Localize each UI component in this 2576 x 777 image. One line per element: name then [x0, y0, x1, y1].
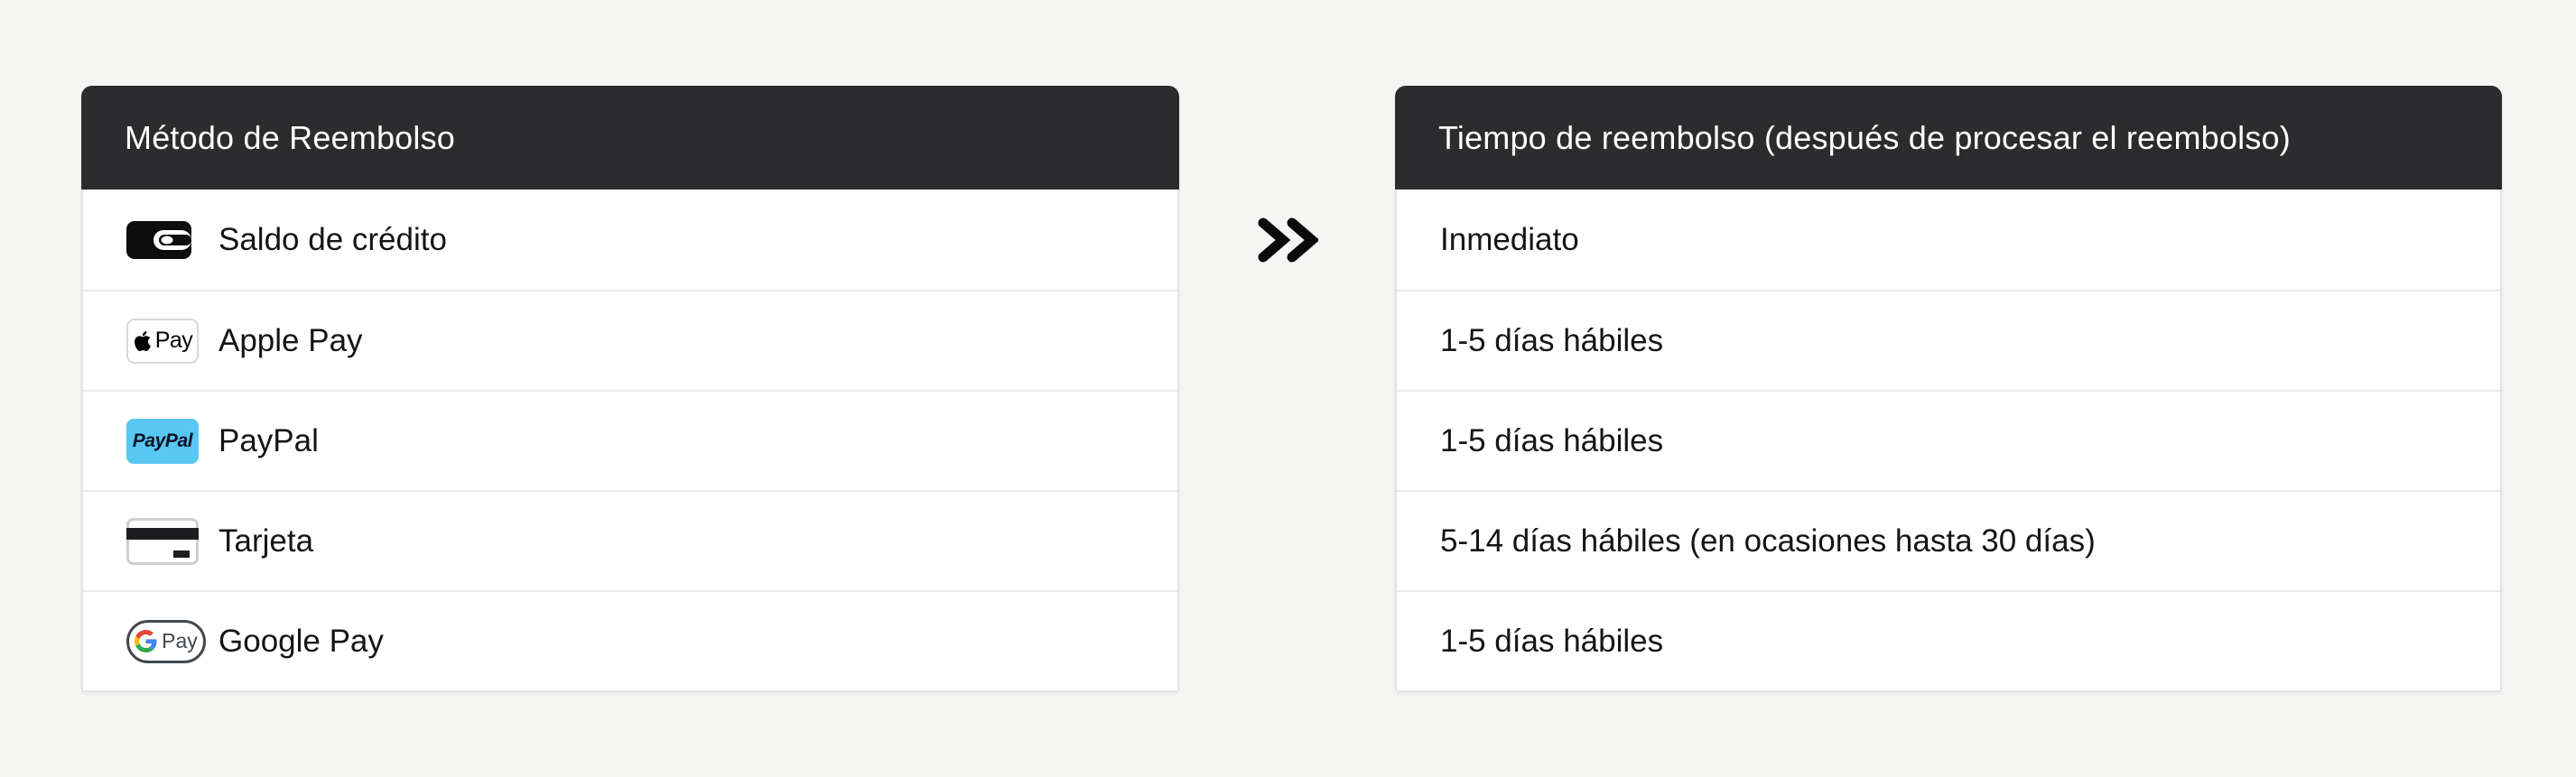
table-row-time-paypal: 1-5 días hábiles — [1397, 390, 2500, 490]
table-row-card: Tarjeta — [83, 490, 1177, 590]
row-label-card: Tarjeta — [219, 523, 314, 559]
paypal-badge: PayPal — [126, 418, 206, 464]
row-label-credit-balance: Saldo de crédito — [219, 221, 447, 257]
table-row-time-apple-pay: 1-5 días hábiles — [1397, 290, 2500, 390]
refund-time-table-body: Inmediato 1-5 días hábiles 1-5 días hábi… — [1395, 190, 2502, 692]
apple-logo-icon — [134, 330, 151, 351]
apple-pay-badge-text: Pay — [154, 328, 193, 353]
credit-card-icon — [126, 517, 206, 565]
wallet-icon — [126, 220, 206, 259]
refund-method-table: Método de Reembolso Saldo de crédito — [81, 86, 1179, 692]
google-pay-badge-frame: Pay — [126, 619, 206, 663]
row-label-time-apple-pay: 1-5 días hábiles — [1440, 322, 1664, 358]
refund-time-table: Tiempo de reembolso (después de procesar… — [1395, 86, 2502, 692]
row-label-time-google-pay: 1-5 días hábiles — [1440, 623, 1664, 659]
paypal-badge-frame: PayPal — [126, 418, 199, 464]
refund-time-table-header: Tiempo de reembolso (después de procesar… — [1395, 86, 2502, 190]
apple-pay-badge-frame: Pay — [126, 318, 199, 364]
google-pay-badge: Pay — [126, 619, 206, 663]
refund-method-table-header: Método de Reembolso — [81, 86, 1179, 190]
row-label-paypal: PayPal — [219, 422, 319, 458]
row-label-time-immediate: Inmediato — [1440, 221, 1579, 257]
paypal-badge-text: PayPal — [132, 430, 193, 451]
google-pay-badge-text: Pay — [162, 629, 198, 652]
apple-pay-badge: Pay — [126, 318, 206, 364]
table-row-credit-balance: Saldo de crédito — [83, 190, 1177, 290]
table-row-apple-pay: Pay Apple Pay — [83, 290, 1177, 390]
row-label-apple-pay: Apple Pay — [219, 322, 363, 358]
row-label-time-paypal: 1-5 días hábiles — [1440, 422, 1664, 458]
row-label-time-card: 5-14 días hábiles (en ocasiones hasta 30… — [1440, 523, 2096, 559]
row-label-google-pay: Google Pay — [219, 623, 384, 659]
table-row-time-google-pay: 1-5 días hábiles — [1397, 590, 2500, 690]
double-chevron-right-icon — [1257, 217, 1320, 264]
table-row-paypal: PayPal PayPal — [83, 390, 1177, 490]
google-g-logo — [135, 630, 157, 652]
table-row-time-immediate: Inmediato — [1397, 190, 2500, 290]
refund-method-table-body: Saldo de crédito Pay Apple Pay PayPal — [81, 190, 1179, 692]
table-row-google-pay: Pay Google Pay — [83, 590, 1177, 690]
refund-time-header-label: Tiempo de reembolso (después de procesar… — [1438, 118, 2291, 156]
refund-method-header-label: Método de Reembolso — [125, 118, 456, 156]
table-row-time-card: 5-14 días hábiles (en ocasiones hasta 30… — [1397, 490, 2500, 590]
